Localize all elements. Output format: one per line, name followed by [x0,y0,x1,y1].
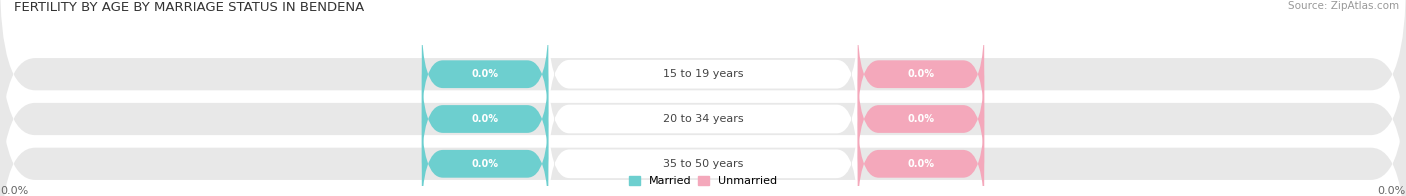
Text: 0.0%: 0.0% [0,186,28,196]
FancyBboxPatch shape [422,111,548,196]
Text: 0.0%: 0.0% [907,159,935,169]
FancyBboxPatch shape [548,111,858,196]
FancyBboxPatch shape [858,66,984,172]
Text: 0.0%: 0.0% [471,159,499,169]
Text: 35 to 50 years: 35 to 50 years [662,159,744,169]
FancyBboxPatch shape [0,0,1406,170]
Legend: Married, Unmarried: Married, Unmarried [624,171,782,191]
Text: 0.0%: 0.0% [907,114,935,124]
FancyBboxPatch shape [548,66,858,172]
FancyBboxPatch shape [858,21,984,128]
Text: 0.0%: 0.0% [907,69,935,79]
Text: Source: ZipAtlas.com: Source: ZipAtlas.com [1288,1,1399,11]
Text: 15 to 19 years: 15 to 19 years [662,69,744,79]
FancyBboxPatch shape [0,23,1406,196]
Text: 0.0%: 0.0% [1378,186,1406,196]
Text: FERTILITY BY AGE BY MARRIAGE STATUS IN BENDENA: FERTILITY BY AGE BY MARRIAGE STATUS IN B… [14,1,364,14]
Text: 0.0%: 0.0% [471,69,499,79]
Text: 20 to 34 years: 20 to 34 years [662,114,744,124]
FancyBboxPatch shape [422,66,548,172]
FancyBboxPatch shape [548,21,858,127]
Text: 0.0%: 0.0% [471,114,499,124]
FancyBboxPatch shape [858,111,984,196]
FancyBboxPatch shape [0,68,1406,196]
FancyBboxPatch shape [422,21,548,128]
